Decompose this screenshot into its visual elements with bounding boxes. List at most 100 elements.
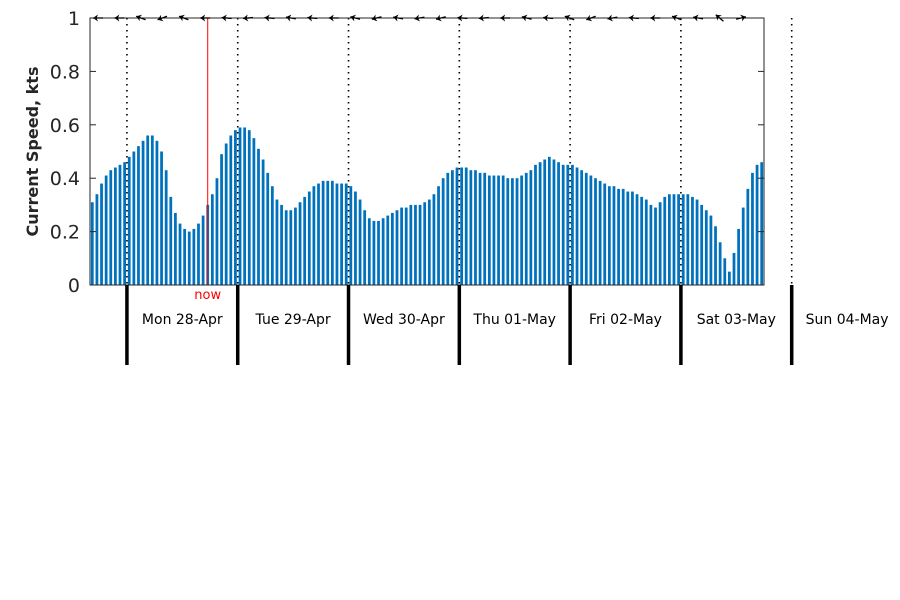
speed-bar [395, 210, 399, 285]
speed-bar [667, 194, 671, 285]
speed-bar [229, 135, 233, 285]
speed-bar [187, 231, 191, 285]
day-label: Sun 04-May [806, 312, 889, 328]
speed-bar [423, 202, 427, 285]
speed-bar [755, 164, 759, 285]
y-tick-label: 0.6 [50, 115, 80, 137]
speed-bar [681, 194, 685, 285]
speed-bar [243, 127, 247, 285]
speed-bar [497, 175, 500, 285]
speed-bar [178, 223, 182, 285]
speed-bar [414, 204, 417, 285]
direction-arrow [607, 14, 618, 22]
day-label: Thu 01-May [472, 312, 556, 328]
plot-area-border [89, 17, 765, 286]
speed-bar [612, 186, 616, 285]
speed-bar [686, 194, 690, 285]
speed-bar [695, 199, 699, 285]
speed-bar [663, 196, 667, 285]
speed-bar [474, 170, 477, 285]
speed-bar [478, 172, 482, 285]
y-tick-label: 0.2 [50, 222, 80, 244]
speed-bar [511, 178, 514, 285]
day-gridlines [126, 18, 793, 285]
speed-bar [557, 162, 560, 285]
speed-bar [280, 204, 283, 285]
speed-bar [114, 167, 117, 285]
y-tick-label: 0.4 [50, 168, 80, 190]
speed-bar [367, 218, 371, 285]
speed-bar [469, 170, 473, 285]
speed-bar [515, 178, 519, 285]
direction-arrow [135, 14, 146, 22]
day-label: Mon 28-Apr [142, 312, 223, 328]
speed-bar [95, 194, 99, 285]
speed-bar [275, 199, 279, 285]
direction-arrow [564, 14, 575, 22]
speed-bar [709, 215, 713, 285]
speed-bar [455, 167, 459, 285]
speed-bar [381, 218, 385, 285]
speed-bar [307, 191, 311, 285]
speed-bar [201, 215, 205, 285]
direction-arrow [307, 14, 318, 22]
speed-bar [210, 194, 214, 285]
direction-arrow [371, 14, 382, 22]
day-label: Wed 30-Apr [363, 312, 445, 328]
y-axis-label: Current Speed, kts [23, 67, 42, 237]
speed-bar [727, 271, 731, 285]
speed-bar [150, 135, 154, 285]
speed-bar [441, 178, 445, 285]
direction-arrow [393, 14, 404, 22]
speed-bar [598, 180, 602, 285]
speed-bar [547, 156, 551, 285]
now-label: now [194, 288, 221, 303]
speed-bar [220, 154, 223, 285]
speed-bar [460, 167, 464, 285]
speed-bar [386, 215, 390, 285]
speed-bar [704, 210, 708, 285]
speed-bar [409, 204, 413, 285]
speed-bar [649, 204, 653, 285]
direction-arrow [328, 14, 339, 22]
speed-bar [658, 202, 662, 285]
speed-bar [298, 202, 302, 285]
speed-bar [464, 167, 468, 285]
speed-bar [390, 212, 394, 285]
direction-arrow [242, 14, 254, 22]
speed-bar [127, 156, 131, 285]
direction-arrow [478, 14, 489, 22]
speed-bar [677, 194, 680, 285]
speed-bar [363, 210, 367, 285]
speed-bar [594, 178, 597, 285]
direction-arrow [671, 14, 682, 22]
speed-bar [571, 164, 574, 285]
speed-bar [349, 186, 353, 285]
speed-bar [700, 204, 704, 285]
speed-bar [501, 175, 505, 285]
speed-bar [321, 180, 325, 285]
day-label: Fri 02-May [589, 312, 662, 328]
speed-bar [109, 170, 113, 285]
speed-bar [714, 226, 717, 285]
y-tick-label: 1 [68, 8, 80, 30]
speed-bar [169, 196, 173, 285]
speed-bar [160, 151, 163, 285]
speed-bar [344, 183, 348, 285]
speed-bar [524, 172, 528, 285]
direction-arrow [736, 14, 746, 22]
day-label: Sat 03-May [697, 312, 776, 328]
speed-bar [183, 228, 187, 285]
speed-bar [760, 162, 764, 285]
speed-bar [640, 196, 644, 285]
speed-bar [580, 170, 584, 285]
speed-bar [552, 159, 556, 285]
speed-bar [487, 175, 491, 285]
speed-bar [340, 183, 343, 285]
speed-bar [451, 170, 454, 285]
speed-bar [326, 180, 330, 285]
speed-bar [257, 148, 260, 285]
speed-bar [261, 159, 265, 285]
speed-bar [146, 135, 150, 285]
